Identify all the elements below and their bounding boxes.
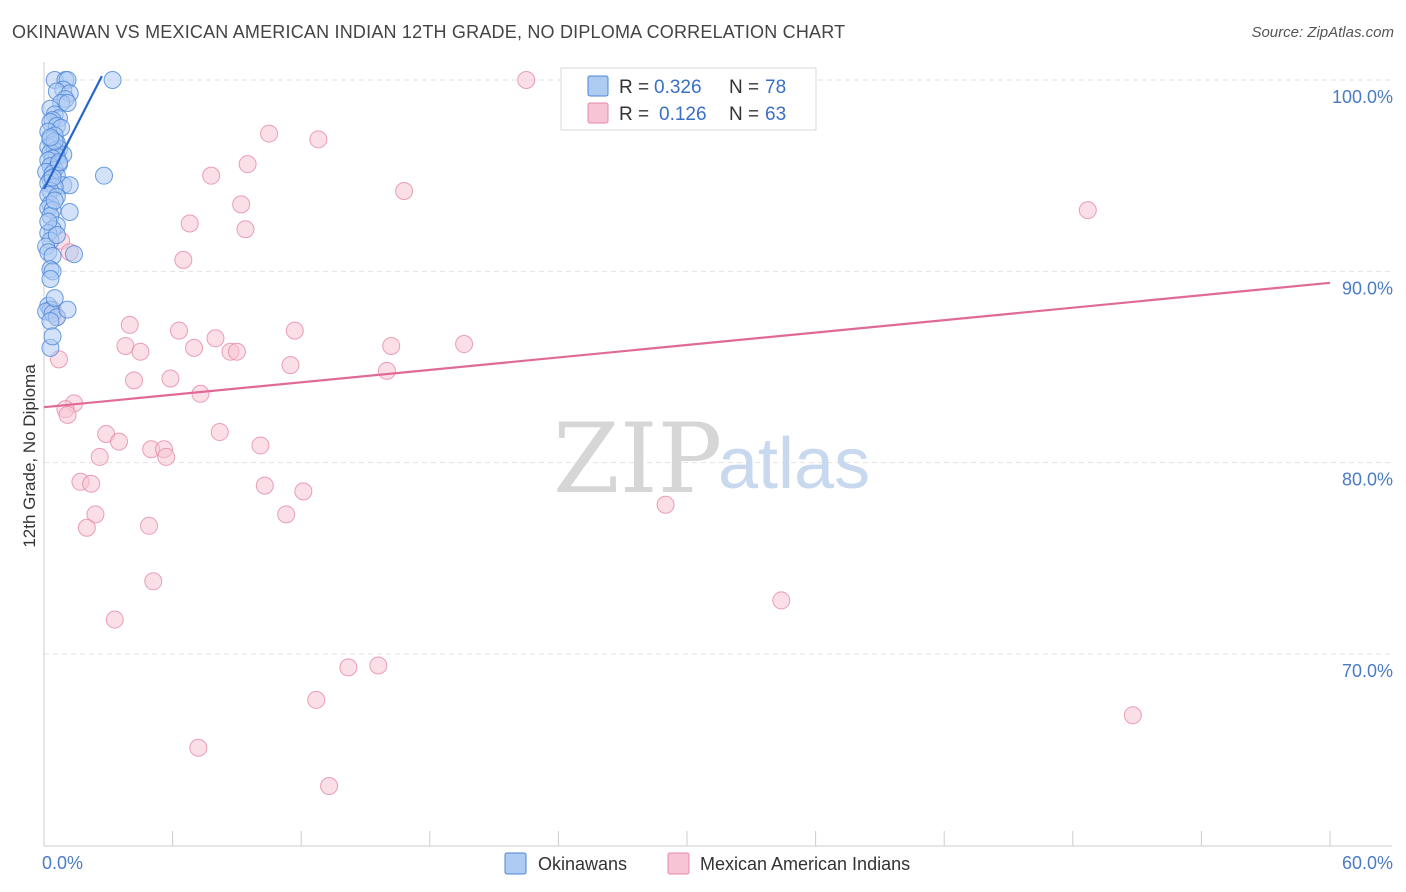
point-okinawans (50, 153, 69, 172)
point-mexican-american-indians (157, 447, 176, 466)
point-mexican-american-indians (772, 591, 791, 610)
y-tick-label-70: 70.0% (1342, 661, 1393, 681)
point-okinawans (41, 312, 60, 331)
point-mexican-american-indians (656, 495, 675, 514)
point-mexican-american-indians (77, 518, 96, 537)
stats-n-label-mexican-american-indians: N = (729, 104, 759, 125)
point-mexican-american-indians (116, 336, 135, 355)
point-mexican-american-indians (131, 342, 150, 361)
stats-r-value-okinawans: 0.326 (654, 77, 702, 98)
stats-n-value-okinawans: 78 (765, 77, 786, 98)
point-mexican-american-indians (1078, 201, 1097, 220)
legend-swatch-okinawans (504, 852, 527, 875)
point-mexican-american-indians (202, 166, 221, 185)
point-mexican-american-indians (210, 423, 229, 442)
x-ticks (43, 831, 1331, 846)
point-mexican-american-indians (369, 656, 388, 675)
trend-line-mexican-american-indians (43, 281, 1331, 409)
x-tick-label-max: 60.0% (1342, 853, 1393, 873)
point-mexican-american-indians (185, 338, 204, 357)
point-mexican-american-indians (281, 356, 300, 375)
stats-n-value-mexican-american-indians: 63 (765, 104, 786, 125)
point-okinawans (103, 71, 122, 89)
point-okinawans (41, 128, 60, 147)
point-mexican-american-indians (251, 436, 270, 455)
point-mexican-american-indians (120, 315, 139, 334)
point-mexican-american-indians (260, 124, 279, 143)
stats-r-label-okinawans: R = (619, 77, 649, 98)
y-tick-label-80: 80.0% (1342, 470, 1393, 490)
point-mexican-american-indians (161, 369, 180, 388)
point-mexican-american-indians (395, 181, 414, 200)
stats-swatch-okinawans (587, 75, 609, 97)
point-mexican-american-indians (238, 155, 257, 174)
point-mexican-american-indians (517, 71, 536, 89)
point-mexican-american-indians (144, 572, 163, 591)
stats-r-label-mexican-american-indians: R = (619, 104, 649, 125)
point-okinawans (65, 245, 84, 264)
point-mexican-american-indians (339, 658, 358, 677)
point-mexican-american-indians (382, 336, 401, 355)
point-okinawans (45, 289, 64, 308)
point-mexican-american-indians (377, 361, 396, 380)
trend-lines (43, 75, 1331, 409)
point-mexican-american-indians (236, 220, 255, 239)
legend: Okinawans Mexican American Indians (504, 852, 910, 875)
point-okinawans (45, 191, 64, 210)
point-mexican-american-indians (189, 738, 208, 757)
trend-line-okinawans (43, 75, 103, 190)
stats-swatch-mexican-american-indians (587, 102, 609, 124)
point-mexican-american-indians (227, 342, 246, 361)
watermark-atlas: atlas (718, 424, 870, 504)
stats-r-value-mexican-american-indians: 0.126 (659, 104, 707, 125)
point-okinawans (43, 327, 62, 346)
y-tick-labels: 70.0% 80.0% 90.0% 100.0% (1332, 87, 1393, 681)
point-mexican-american-indians (277, 505, 296, 524)
point-mexican-american-indians (86, 505, 105, 524)
point-mexican-american-indians (180, 214, 199, 233)
point-mexican-american-indians (255, 476, 274, 495)
point-okinawans (58, 93, 77, 112)
legend-label-okinawans: Okinawans (538, 854, 627, 874)
y-tick-label-100: 100.0% (1332, 87, 1393, 107)
point-mexican-american-indians (285, 321, 304, 340)
legend-label-mexican-american-indians: Mexican American Indians (700, 854, 910, 874)
point-okinawans (41, 269, 60, 288)
watermark-zip: ZIP (553, 403, 722, 515)
point-mexican-american-indians (1123, 706, 1142, 725)
point-mexican-american-indians (125, 371, 144, 390)
point-okinawans (58, 300, 77, 319)
point-mexican-american-indians (110, 432, 129, 451)
point-mexican-american-indians (232, 195, 251, 214)
point-mexican-american-indians (320, 777, 339, 796)
stats-n-label-okinawans: N = (729, 77, 759, 98)
point-okinawans (60, 203, 79, 222)
point-mexican-american-indians (455, 335, 474, 354)
point-mexican-american-indians (170, 321, 189, 340)
point-mexican-american-indians (105, 610, 124, 629)
y-axis-label: 12th Grade, No Diploma (20, 364, 39, 548)
point-okinawans (39, 212, 58, 231)
chart-title: OKINAWAN VS MEXICAN AMERICAN INDIAN 12TH… (12, 22, 846, 42)
point-mexican-american-indians (82, 474, 101, 493)
point-mexican-american-indians (58, 405, 77, 424)
point-okinawans (95, 166, 114, 185)
point-mexican-american-indians (294, 482, 313, 501)
point-mexican-american-indians (90, 447, 109, 466)
stats-box: R = 0.326 N = 78 R = 0.126 N = 63 (560, 67, 817, 131)
point-mexican-american-indians (307, 690, 326, 709)
point-mexican-american-indians (309, 130, 328, 149)
y-tick-label-90: 90.0% (1342, 278, 1393, 298)
x-tick-label-min: 0.0% (42, 853, 83, 873)
point-mexican-american-indians (191, 384, 210, 403)
point-okinawans (47, 225, 66, 244)
point-mexican-american-indians (174, 250, 193, 269)
point-mexican-american-indians (140, 516, 159, 535)
point-mexican-american-indians (206, 329, 225, 348)
source-label: Source: ZipAtlas.com (1251, 24, 1394, 41)
watermark: ZIP atlas (553, 403, 870, 515)
legend-swatch-mexican-american-indians (667, 852, 690, 875)
